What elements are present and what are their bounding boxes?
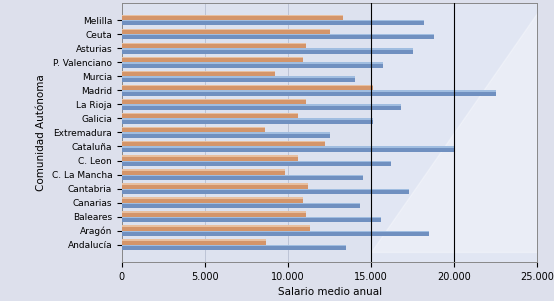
Bar — [122, 29, 330, 30]
Bar — [122, 141, 325, 147]
Bar — [122, 245, 346, 246]
Bar — [122, 197, 303, 203]
Bar — [122, 57, 303, 58]
Bar — [122, 231, 429, 232]
Bar — [122, 76, 355, 78]
Bar — [122, 239, 266, 245]
Bar — [122, 211, 306, 213]
Bar — [122, 183, 308, 189]
Bar — [122, 85, 373, 90]
Bar — [122, 57, 303, 62]
Bar — [122, 225, 310, 227]
Bar — [122, 160, 391, 162]
Bar — [122, 155, 298, 160]
Bar — [371, 3, 537, 262]
Polygon shape — [371, 13, 537, 252]
Bar — [122, 183, 308, 185]
Bar — [122, 127, 265, 132]
Bar — [122, 211, 306, 217]
Bar — [122, 43, 306, 44]
Bar — [122, 189, 409, 194]
Bar — [122, 118, 373, 120]
Bar — [122, 169, 285, 171]
Bar — [122, 175, 363, 176]
Bar — [122, 48, 413, 54]
Bar — [122, 127, 265, 129]
Bar — [122, 85, 373, 86]
Bar — [122, 113, 298, 118]
Bar — [122, 29, 330, 34]
Bar — [122, 34, 434, 39]
Bar — [122, 160, 391, 166]
Bar — [122, 104, 401, 110]
Bar — [122, 189, 409, 190]
Bar — [122, 104, 401, 106]
Bar — [122, 147, 454, 152]
Bar — [122, 20, 424, 21]
Bar — [122, 34, 434, 36]
Bar — [122, 203, 360, 204]
Bar — [122, 43, 306, 48]
Bar — [122, 217, 381, 222]
Bar — [122, 113, 298, 114]
Bar — [122, 62, 383, 64]
Bar — [122, 99, 306, 104]
Y-axis label: Comunidad Autónoma: Comunidad Autónoma — [36, 74, 46, 191]
Bar — [122, 155, 298, 157]
Bar — [122, 225, 310, 231]
Bar — [122, 231, 429, 236]
Bar — [122, 90, 496, 92]
Bar — [122, 132, 330, 138]
Bar — [122, 175, 363, 180]
X-axis label: Salario medio anual: Salario medio anual — [278, 287, 382, 297]
Bar — [122, 217, 381, 218]
Bar — [122, 20, 424, 26]
Bar — [122, 239, 266, 241]
Bar — [122, 71, 275, 76]
Bar — [122, 147, 454, 148]
Bar — [122, 141, 325, 142]
Bar — [122, 90, 496, 96]
Bar — [122, 132, 330, 134]
Bar — [122, 15, 343, 20]
Bar — [122, 48, 413, 50]
Bar — [122, 15, 343, 16]
Bar — [122, 71, 275, 72]
Bar — [122, 245, 346, 250]
Bar — [122, 76, 355, 82]
Bar — [122, 197, 303, 199]
Bar — [122, 203, 360, 208]
Bar — [122, 62, 383, 67]
Bar — [122, 99, 306, 100]
Bar — [122, 169, 285, 175]
Bar — [122, 118, 373, 124]
